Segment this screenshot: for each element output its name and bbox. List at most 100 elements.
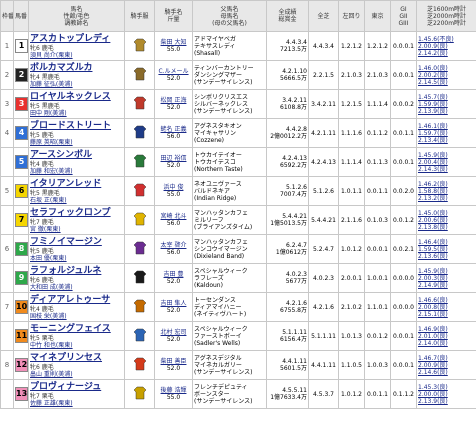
- best-time[interactable]: 2.15.1(良): [418, 310, 448, 318]
- horse-name[interactable]: フミノイマージン: [30, 236, 102, 247]
- best-time[interactable]: 1.59.7(良): [418, 129, 448, 137]
- sire: マンハッタンカフェ: [194, 209, 249, 217]
- left-record: 1.1.1.4: [341, 158, 362, 166]
- best-time[interactable]: 1.59.5(良): [418, 245, 448, 253]
- tokyo-record: 0.0.1.1: [367, 390, 388, 398]
- horse-name[interactable]: ディアアレトゥーサ: [30, 294, 111, 305]
- graded-record: 0.0.0.1: [393, 158, 414, 166]
- horse-name[interactable]: ラフォルジュルネ: [30, 265, 102, 276]
- best-time[interactable]: 2.00.9(良): [418, 361, 448, 369]
- best-time[interactable]: 2.00.9(良): [418, 42, 448, 50]
- jockey[interactable]: 太宰 啓介: [160, 242, 187, 249]
- best-time[interactable]: 1.46.7(良): [418, 354, 448, 362]
- best-time[interactable]: 1.45.7(良): [418, 93, 448, 101]
- best-time[interactable]: 2.00.4(良): [418, 158, 448, 166]
- cell: 4.2.4.13 6592.2万: [266, 147, 309, 177]
- best-time[interactable]: 2.14.2(良): [418, 49, 448, 57]
- trainer[interactable]: 畠山 重則(美浦): [30, 370, 73, 378]
- best-time[interactable]: 2.13.8(良): [418, 223, 448, 231]
- trainer[interactable]: 田中 剛(美浦): [30, 109, 67, 117]
- trainer[interactable]: 本田 優(栗東): [30, 254, 67, 262]
- trainer[interactable]: 須貝 尚介(栗東): [30, 51, 73, 59]
- horse-name[interactable]: アースシンボル: [30, 149, 93, 160]
- jockey[interactable]: 柴田 善臣: [160, 358, 187, 365]
- best-time[interactable]: 2.00.3(良): [418, 274, 448, 282]
- horse-name[interactable]: プロヴィナージュ: [30, 381, 102, 392]
- cell: 6.2.4.7 1億0612万: [266, 234, 309, 264]
- best-time[interactable]: 2.14.3(良): [418, 165, 448, 173]
- silks-icon: [133, 299, 146, 313]
- best-time[interactable]: 1.46.9(良): [418, 325, 448, 333]
- best-time[interactable]: 2.13.2(良): [418, 194, 448, 202]
- trainer[interactable]: 国枝 栄(美浦): [30, 312, 67, 320]
- best-time[interactable]: 1.45.3(良): [418, 383, 448, 391]
- cell: トウカイテイオー トウカイテスコ (Northern Taste): [192, 147, 267, 177]
- dam: ボーンスター: [194, 390, 230, 398]
- best-time[interactable]: 2.13.4(良): [418, 136, 448, 144]
- sex-age: 牝5 鹿毛: [30, 247, 54, 255]
- best-time[interactable]: 1.46.1(良): [418, 122, 448, 130]
- record: 4.4.1.11: [282, 358, 307, 365]
- best-time[interactable]: 1.45.6(不良): [418, 35, 454, 43]
- best-time[interactable]: 2.14.0(良): [418, 339, 448, 347]
- jockey[interactable]: 吉田 豊: [163, 271, 184, 278]
- jockey[interactable]: 田辺 裕信: [160, 155, 187, 162]
- best-time[interactable]: 1.45.0(良): [418, 209, 448, 217]
- jockey[interactable]: 宮崎 北斗: [160, 213, 187, 220]
- jockey[interactable]: 浜中 俊: [163, 184, 184, 191]
- jockey[interactable]: 蛯名 正義: [160, 126, 187, 133]
- best-time[interactable]: 1.45.9(良): [418, 151, 448, 159]
- jockey[interactable]: 吉田 隼人: [160, 300, 187, 307]
- horse-name[interactable]: マイネプリンセス: [30, 352, 103, 363]
- horse-name[interactable]: モーニングフェイス: [30, 323, 111, 334]
- best-time[interactable]: 1.46.2(良): [418, 180, 448, 188]
- best-time[interactable]: 2.00.8(良): [418, 303, 448, 311]
- best-time[interactable]: 2.00.2(良): [418, 71, 448, 79]
- horse-name[interactable]: イタリアンレッド: [30, 178, 102, 189]
- trainer[interactable]: 大和田 成(美浦): [30, 283, 73, 291]
- best-time[interactable]: 1.46.0(良): [418, 64, 448, 72]
- trainer[interactable]: 宮 徹(栗東): [30, 225, 61, 233]
- frame-number: 3: [4, 99, 10, 108]
- trainer[interactable]: 佐藤 正雄(栗東): [30, 399, 73, 407]
- best-time[interactable]: 2.00.0(良): [418, 390, 448, 398]
- horse-number: 2: [15, 68, 28, 82]
- trainer[interactable]: 加藤 和宏(美浦): [30, 167, 73, 175]
- best-time[interactable]: 1.46.4(良): [418, 238, 448, 246]
- trainer[interactable]: 加藤 征弘(美浦): [30, 80, 73, 88]
- best-time[interactable]: 2.14.5(良): [418, 78, 448, 86]
- trainer[interactable]: 石坂 正(栗東): [30, 196, 67, 204]
- record: 4.2.1.10: [282, 68, 307, 75]
- best-time[interactable]: 1.46.6(良): [418, 296, 448, 304]
- horse-name[interactable]: ロイヤルネックレス: [30, 91, 111, 102]
- trainer[interactable]: 藤原 英昭(栗東): [30, 138, 73, 146]
- best-time[interactable]: 2.00.6(良): [418, 216, 448, 224]
- best-time[interactable]: 1.45.9(良): [418, 267, 448, 275]
- jockey[interactable]: 北村 宏司: [160, 329, 187, 336]
- jockey[interactable]: 松岡 正海: [160, 97, 187, 104]
- horse-name[interactable]: ボルカマズルカ: [30, 62, 93, 73]
- best-time[interactable]: 2.13.6(良): [418, 252, 448, 260]
- cell: 1.2.1.2: [338, 31, 365, 61]
- horse-name[interactable]: アスカトップレディ: [30, 33, 111, 44]
- best-time[interactable]: 2.01.0(良): [418, 332, 448, 340]
- cell: [0, 263, 14, 293]
- left-record: 1.0.1.1: [341, 187, 362, 195]
- jockey[interactable]: C.ルメール: [158, 68, 189, 75]
- best-time[interactable]: 2.13.9(良): [418, 107, 448, 115]
- best-time[interactable]: 2.13.9(良): [418, 397, 448, 405]
- jockey[interactable]: 後藤 浩輝: [160, 387, 187, 394]
- best-time[interactable]: 2.14.9(良): [418, 281, 448, 289]
- horse-row: 1 1 アスカトップレディ 牝6 鹿毛 須貝 尚介(栗東) 柴田 大知 55.0 アドマイヤベ…: [0, 31, 476, 61]
- best-time[interactable]: 2.14.6(良): [418, 368, 448, 376]
- best-time[interactable]: 1.59.9(良): [418, 100, 448, 108]
- jockey[interactable]: 柴田 大知: [160, 39, 187, 46]
- horse-name[interactable]: ブロードストリート: [30, 120, 112, 131]
- record: 4.2.1.6: [286, 300, 307, 307]
- sire: アグネスデジタル: [194, 354, 242, 362]
- best-time[interactable]: 1.58.8(良): [418, 187, 448, 195]
- horse-name[interactable]: セラフィックロンプ: [30, 207, 111, 218]
- trainer[interactable]: 中竹 和也(栗東): [30, 341, 73, 349]
- sex-age: 牝5 鹿毛: [30, 131, 54, 139]
